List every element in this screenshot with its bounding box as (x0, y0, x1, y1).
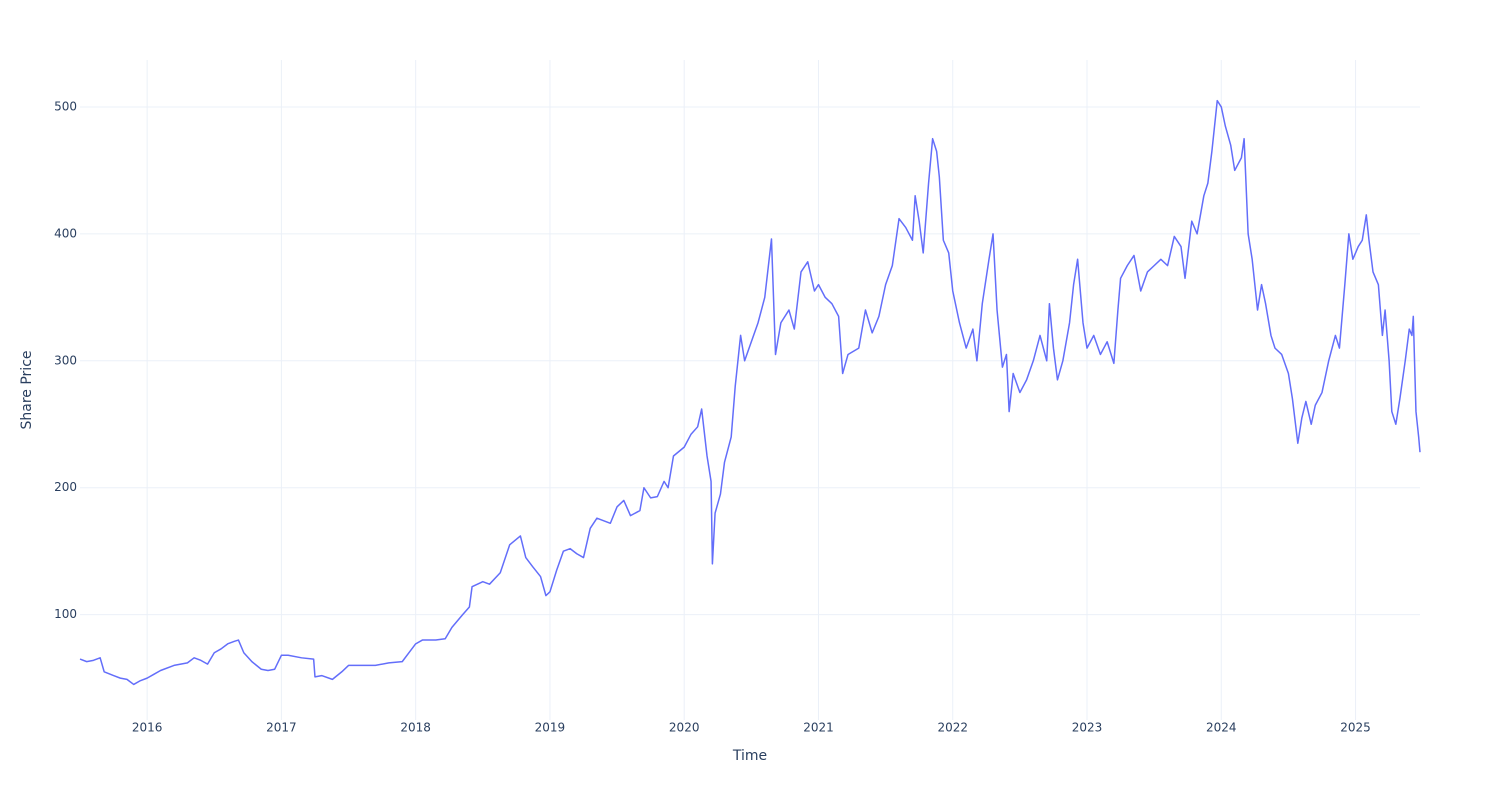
y-axis-label: Share Price (19, 350, 35, 429)
x-tick-label: 2022 (937, 721, 968, 735)
price-line (79, 99, 1421, 686)
x-axis-label: Time (732, 748, 767, 764)
y-tick-label: 500 (54, 99, 77, 113)
x-tick-label: 2018 (400, 721, 431, 735)
x-tick-label: 2017 (266, 721, 297, 735)
x-tick-label: 2016 (132, 721, 163, 735)
x-tick-label: 2025 (1340, 721, 1371, 735)
x-tick-label: 2019 (535, 721, 566, 735)
y-tick-label: 100 (54, 607, 77, 621)
x-tick-label: 2020 (669, 721, 700, 735)
x-tick-label: 2021 (803, 721, 834, 735)
y-tick-label: 200 (54, 480, 77, 494)
x-tick-label: 2024 (1206, 721, 1237, 735)
y-tick-label: 400 (54, 226, 77, 240)
x-tick-label: 2023 (1072, 721, 1103, 735)
y-tick-label: 300 (54, 353, 77, 367)
